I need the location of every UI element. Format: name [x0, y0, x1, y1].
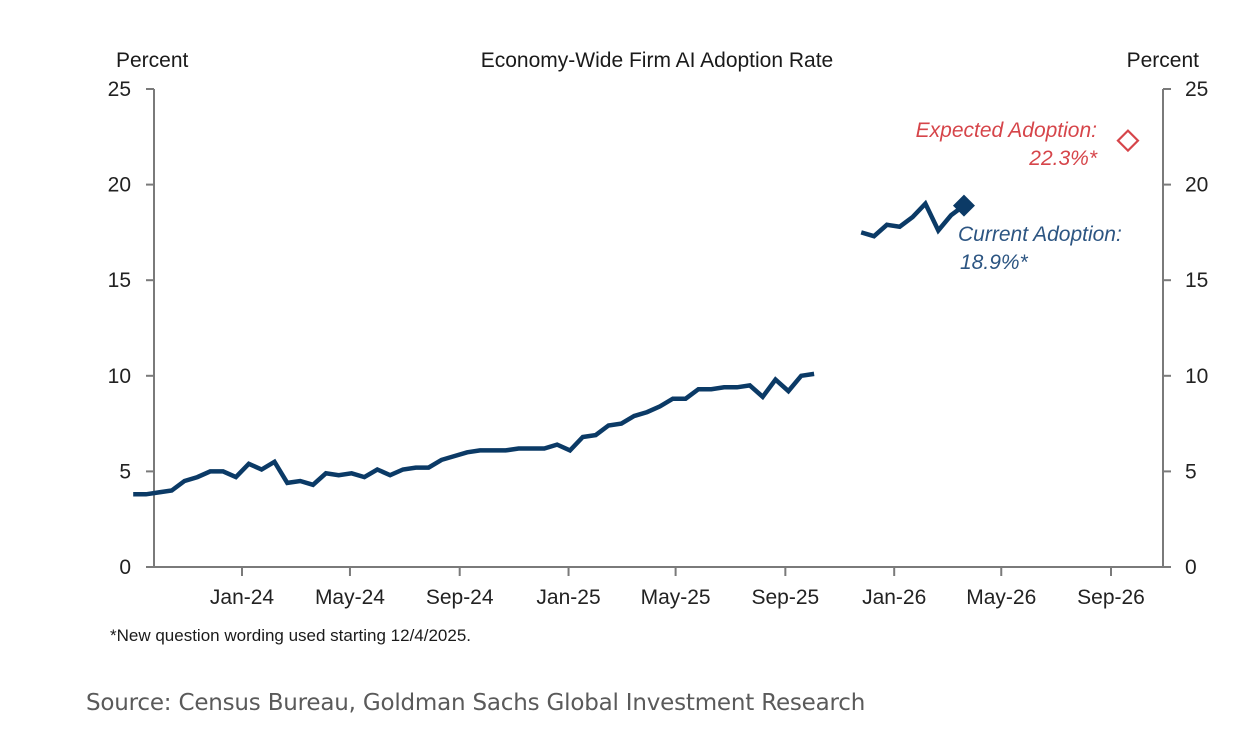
left-y-tick-label: 10	[108, 365, 131, 388]
series-line-original-wording	[133, 371, 815, 497]
expected-adoption-marker	[1116, 129, 1140, 153]
x-tick-label: Sep-24	[426, 586, 494, 609]
source-caption: Source: Census Bureau, Goldman Sachs Glo…	[86, 690, 866, 716]
right-y-tick-label: 15	[1185, 269, 1208, 292]
right-axis-label: Percent	[1127, 49, 1200, 72]
current-adoption-value: 18.9%*	[960, 251, 1029, 274]
x-tick-label: Jan-25	[536, 586, 600, 609]
x-tick-label: Sep-26	[1077, 586, 1145, 609]
left-y-tick-label: 25	[108, 78, 131, 101]
x-tick-label: May-26	[966, 586, 1036, 609]
current-adoption-label: Current Adoption:	[958, 223, 1122, 246]
x-ticks: Jan-24 May-24 Sep-24 Jan-25 May-25 Sep-25 Jan-…	[210, 567, 1145, 609]
x-tick-label: May-24	[315, 586, 385, 609]
x-tick-label: May-25	[641, 586, 711, 609]
x-tick-label: Jan-26	[862, 586, 926, 609]
expected-adoption-value: 22.3%*	[1028, 147, 1098, 170]
expected-adoption-label: Expected Adoption:	[916, 119, 1097, 142]
left-y-tick-label: 5	[119, 460, 131, 483]
chart: Economy-Wide Firm AI Adoption Rate Perce…	[108, 49, 1209, 645]
left-y-tick-label: 20	[108, 174, 131, 197]
right-y-tick-label: 5	[1185, 460, 1197, 483]
left-y-tick-label: 15	[108, 269, 131, 292]
left-y-ticks: 0 5 10 15 20 25	[108, 78, 154, 579]
x-tick-label: Jan-24	[210, 586, 275, 609]
markers-group	[952, 129, 1140, 217]
footnote: *New question wording used starting 12/4…	[110, 626, 471, 645]
right-y-ticks: 0 5 10 15 20 25	[1163, 78, 1208, 579]
series-group	[133, 199, 966, 497]
left-y-tick-label: 0	[119, 556, 131, 579]
series-line-new-wording	[860, 199, 966, 239]
right-y-tick-label: 0	[1185, 556, 1197, 579]
right-y-tick-label: 25	[1185, 78, 1208, 101]
axes	[146, 89, 1164, 568]
chart-title: Economy-Wide Firm AI Adoption Rate	[481, 49, 833, 72]
left-axis-label: Percent	[116, 49, 189, 72]
right-y-tick-label: 10	[1185, 365, 1208, 388]
right-y-tick-label: 20	[1185, 174, 1208, 197]
current-adoption-marker	[952, 194, 975, 217]
x-tick-label: Sep-25	[751, 586, 819, 609]
